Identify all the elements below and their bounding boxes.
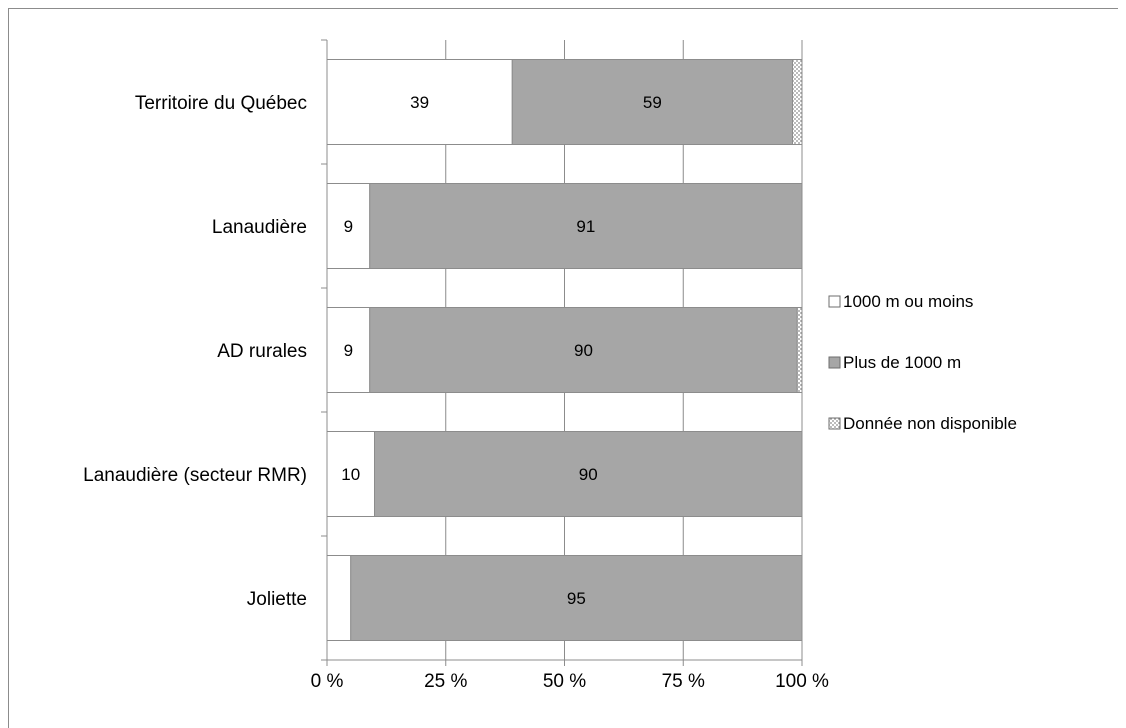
x-tick-label: 75 % — [662, 671, 705, 692]
category-label: AD rurales — [217, 341, 307, 362]
data-label: 95 — [567, 589, 586, 608]
legend-swatch — [828, 417, 841, 430]
bar-segment — [369, 307, 798, 393]
x-tick-label: 25 % — [424, 671, 467, 692]
bar-segment — [369, 183, 803, 269]
data-label: 91 — [576, 217, 595, 236]
legend-label: Plus de 1000 m — [843, 353, 961, 372]
data-label: 59 — [643, 93, 662, 112]
bars: 39 59 9 91 9 90 10 90 95 — [326, 59, 803, 641]
legend-label: 1000 m ou moins — [843, 292, 973, 311]
bar-segment — [326, 555, 352, 641]
axes: 0 % 25 % 50 % 75 % 100 % Territoire du Québec… — [83, 39, 829, 692]
legend: 1000 m ou moins Plus de 1000 m Donnée non … — [828, 292, 1017, 433]
legend-swatch — [828, 295, 841, 308]
category-label: Lanaudière (secteur RMR) — [83, 465, 307, 486]
data-label: 39 — [410, 93, 429, 112]
data-label: 9 — [344, 341, 353, 360]
x-tick-label: 50 % — [543, 671, 586, 692]
bar-segment — [326, 59, 513, 145]
category-label: Lanaudière — [212, 217, 307, 238]
data-label: 10 — [341, 465, 360, 484]
chart-frame — [8, 8, 1118, 728]
legend-label: Donnée non disponible — [843, 414, 1017, 433]
x-tick-label: 100 % — [775, 671, 829, 692]
stacked-bar-chart: 39 59 9 91 9 90 10 90 95 0 % 25 % 50 % 75 % 100 % Ter… — [83, 39, 1017, 692]
bar-segment — [511, 59, 793, 145]
data-label: 90 — [574, 341, 593, 360]
bar-segment — [374, 431, 803, 517]
category-label: Territoire du Québec — [135, 93, 307, 114]
bar-segment — [792, 59, 803, 145]
data-label: 9 — [344, 217, 353, 236]
data-label: 90 — [579, 465, 598, 484]
bar-segment — [350, 555, 803, 641]
x-tick-label: 0 % — [311, 671, 344, 692]
category-label: Joliette — [247, 589, 307, 610]
legend-swatch — [828, 356, 841, 369]
bar-segment — [796, 307, 803, 393]
